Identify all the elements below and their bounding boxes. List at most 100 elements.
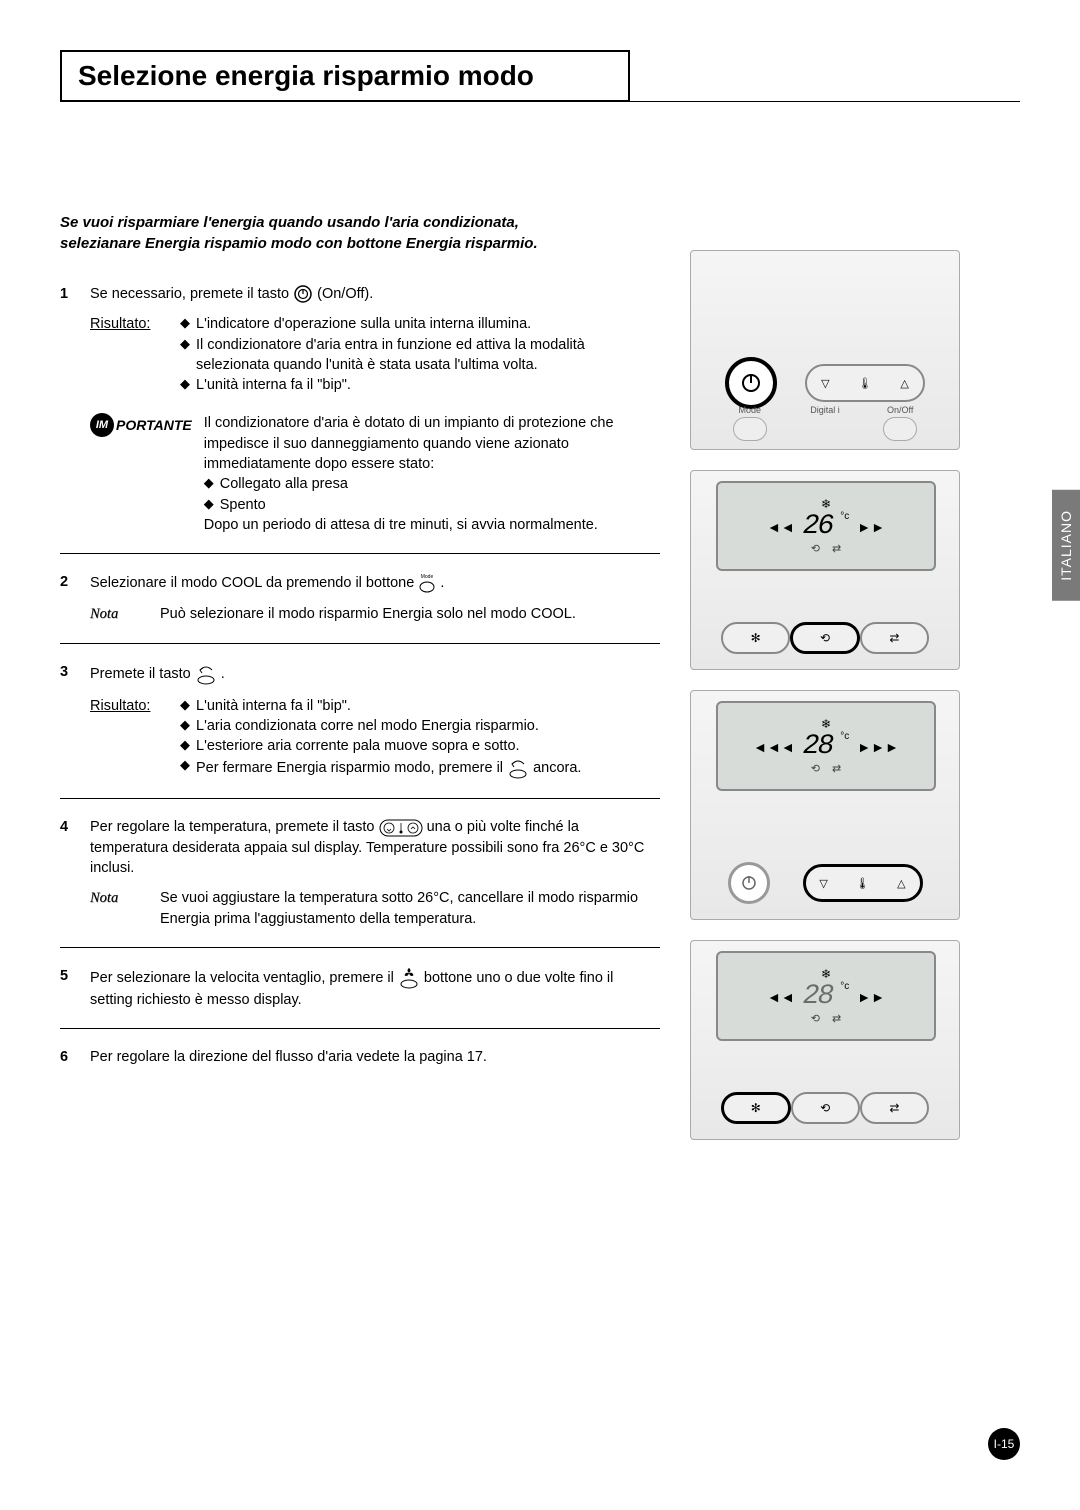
bullet-icon: ◆ bbox=[180, 314, 190, 332]
step-6-number: 6 bbox=[60, 1047, 78, 1067]
risultato-label-1: Risultato: bbox=[90, 314, 170, 395]
bullet-icon: ◆ bbox=[180, 716, 190, 734]
fan-button-icon bbox=[398, 966, 420, 990]
step-3-result-4b: ancora. bbox=[533, 760, 581, 776]
svg-text:Mode: Mode bbox=[421, 574, 434, 580]
power-icon bbox=[293, 284, 313, 304]
eco-icon: ⟲ bbox=[820, 631, 830, 645]
fan-icon: ✻ bbox=[751, 631, 761, 645]
mode-button-icon: Mode bbox=[418, 572, 436, 594]
eco-icon: ⟲ bbox=[811, 542, 820, 555]
step-5-number: 5 bbox=[60, 966, 78, 986]
step-1-text-b: (On/Off). bbox=[317, 286, 373, 302]
swing-icon: ⇄ bbox=[889, 1101, 899, 1115]
intro-line-2: selezianare Energia rispamio modo con bo… bbox=[60, 235, 538, 252]
swing-icon: ⇄ bbox=[832, 762, 841, 775]
page-number: I-15 bbox=[988, 1428, 1020, 1460]
snow-icon: ❄ bbox=[821, 717, 831, 731]
title-box: Selezione energia risparmio modo bbox=[60, 50, 630, 102]
page-title: Selezione energia risparmio modo bbox=[78, 60, 612, 92]
eco-button-icon bbox=[195, 662, 217, 686]
remote-3-temp-pill: ▽ 🌡 △ bbox=[803, 864, 923, 902]
thermo-icon: 🌡 bbox=[856, 877, 870, 890]
snow-icon: ❄ bbox=[821, 497, 831, 511]
eco-icon: ⟲ bbox=[811, 1012, 820, 1025]
step-1: 1 Se necessario, premete il tasto (On/Of… bbox=[60, 284, 660, 554]
intro-line-1: Se vuoi risparmiare l'energia quando usa… bbox=[60, 214, 519, 231]
step-3-result-2: L'aria condizionata corre nel modo Energ… bbox=[196, 716, 539, 736]
step-3-result-4a: Per fermare Energia risparmio modo, prem… bbox=[196, 760, 507, 776]
step-5-text-a: Per selezionare la velocita ventaglio, p… bbox=[90, 970, 398, 986]
remote-4-swing-button: ⇄ bbox=[860, 1092, 929, 1124]
digital-label: Digital i bbox=[810, 405, 840, 415]
down-icon: ▽ bbox=[819, 877, 827, 890]
mode-label: Mode bbox=[738, 405, 761, 415]
step-5: 5 Per selezionare la velocita ventaglio,… bbox=[60, 966, 660, 1029]
step-2: 2 Selezionare il modo COOL da premendo i… bbox=[60, 572, 660, 643]
bullet-icon: ◆ bbox=[180, 335, 190, 353]
remote-images-column: ▽ 🌡 △ Mode Digital i On/Off ❄ ◄◄ bbox=[690, 250, 960, 1140]
remote-1-screen bbox=[691, 251, 881, 331]
remote-1-temp-pill: ▽ 🌡 △ bbox=[805, 364, 925, 402]
remote-illustration-4: ❄ ◄◄ 28 °c ►► ⟲ ⇄ ✻ ⟲ ⇄ bbox=[690, 940, 960, 1140]
importante-text-1: Il condizionatore d'aria è dotato di un … bbox=[204, 413, 660, 474]
step-2-nota-text: Può selezionare il modo risparmio Energi… bbox=[160, 604, 660, 624]
risultato-label-3: Risultato: bbox=[90, 696, 170, 781]
bullet-icon: ◆ bbox=[180, 756, 190, 774]
step-6: 6 Per regolare la direzione del flusso d… bbox=[60, 1047, 660, 1085]
swing-icon: ⇄ bbox=[832, 542, 841, 555]
step-2-text-b: . bbox=[440, 575, 444, 591]
step-1-number: 1 bbox=[60, 284, 78, 304]
step-2-number: 2 bbox=[60, 572, 78, 592]
step-3-text-a: Premete il tasto bbox=[90, 665, 195, 681]
bullet-icon: ◆ bbox=[180, 736, 190, 754]
remote-illustration-1: ▽ 🌡 △ Mode Digital i On/Off bbox=[690, 250, 960, 450]
remote-2-fan-button: ✻ bbox=[721, 622, 790, 654]
remote-3-unit: °c bbox=[840, 731, 849, 742]
step-3-result-1: L'unità interna fa il "bip". bbox=[196, 696, 351, 716]
remote-3-power-button bbox=[728, 862, 770, 904]
remote-3-screen: ❄ ◄◄◄ 28 °c ►►► ⟲ ⇄ bbox=[716, 701, 936, 791]
onoff-label: On/Off bbox=[887, 405, 913, 415]
remote-2-eco-button: ⟲ bbox=[790, 622, 860, 654]
step-3-text-b: . bbox=[221, 665, 225, 681]
main-content: Se vuoi risparmiare l'energia quando usa… bbox=[60, 212, 660, 1086]
swing-icon: ⇄ bbox=[832, 1012, 841, 1025]
remote-4-temp: 28 bbox=[803, 981, 833, 1012]
bullet-icon: ◆ bbox=[180, 696, 190, 714]
step-1-result-1: L'indicatore d'operazione sulla unita in… bbox=[196, 314, 531, 334]
step-3-number: 3 bbox=[60, 662, 78, 682]
nota-label-4: Nota bbox=[90, 888, 150, 929]
step-1-result-2: Il condizionatore d'aria entra in funzio… bbox=[196, 335, 660, 376]
step-6-text: Per regolare la direzione del flusso d'a… bbox=[90, 1047, 660, 1067]
step-4-number: 4 bbox=[60, 817, 78, 837]
remote-3-temp: 28 bbox=[803, 731, 833, 762]
up-icon: △ bbox=[897, 877, 905, 890]
power-icon bbox=[740, 874, 758, 892]
remote-2-swing-button: ⇄ bbox=[860, 622, 929, 654]
temp-pill-icon bbox=[379, 819, 423, 837]
language-tab: ITALIANO bbox=[1052, 490, 1080, 601]
importante-bullet-1: Collegato alla presa bbox=[220, 474, 348, 494]
remote-1-mode-button bbox=[733, 417, 767, 441]
snow-icon: ❄ bbox=[821, 967, 831, 981]
step-3: 3 Premete il tasto . Risultato: ◆ L'unità… bbox=[60, 662, 660, 800]
remote-2-temp: 26 bbox=[803, 511, 833, 542]
nota-label-2: Nota bbox=[90, 604, 150, 624]
step-1-result-3: L'unità interna fa il "bip". bbox=[196, 375, 351, 395]
swing-icon: ⇄ bbox=[889, 631, 899, 645]
step-4-text-a: Per regolare la temperatura, premete il … bbox=[90, 819, 379, 835]
remote-illustration-3: ❄ ◄◄◄ 28 °c ►►► ⟲ ⇄ ▽ 🌡 △ bbox=[690, 690, 960, 920]
remote-4-screen: ❄ ◄◄ 28 °c ►► ⟲ ⇄ bbox=[716, 951, 936, 1041]
bullet-icon: ◆ bbox=[180, 375, 190, 393]
step-2-text-a: Selezionare il modo COOL da premendo il … bbox=[90, 575, 418, 591]
intro-text: Se vuoi risparmiare l'energia quando usa… bbox=[60, 212, 660, 254]
eco-icon: ⟲ bbox=[820, 1101, 830, 1115]
remote-4-fan-button: ✻ bbox=[721, 1092, 791, 1124]
remote-4-eco-button: ⟲ bbox=[791, 1092, 860, 1124]
remote-2-unit: °c bbox=[840, 511, 849, 522]
step-1-text-a: Se necessario, premete il tasto bbox=[90, 286, 293, 302]
remote-illustration-2: ❄ ◄◄ 26 °c ►► ⟲ ⇄ ✻ ⟲ ⇄ bbox=[690, 470, 960, 670]
importante-suffix: PORTANTE bbox=[116, 416, 192, 436]
thermo-icon: 🌡 bbox=[858, 377, 872, 390]
